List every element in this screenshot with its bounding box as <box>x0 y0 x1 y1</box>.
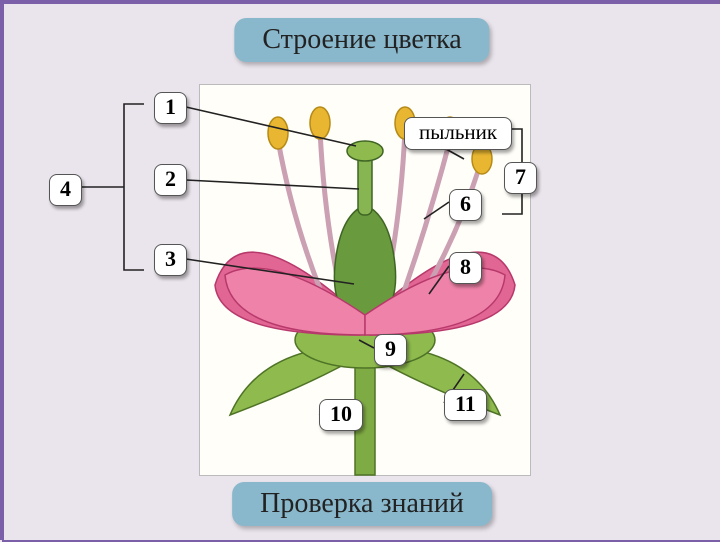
footer-box[interactable]: Проверка знаний <box>232 482 492 526</box>
footer-text: Проверка знаний <box>260 488 464 519</box>
label-4[interactable]: 4 <box>49 174 82 206</box>
label-11[interactable]: 11 <box>444 389 487 421</box>
label-7[interactable]: 7 <box>504 162 537 194</box>
label-anther[interactable]: пыльник <box>404 117 512 150</box>
label-6[interactable]: 6 <box>449 189 482 221</box>
label-9[interactable]: 9 <box>374 334 407 366</box>
label-1[interactable]: 1 <box>154 92 187 124</box>
label-10[interactable]: 10 <box>319 399 363 431</box>
title-box: Строение цветка <box>234 18 489 62</box>
title-text: Строение цветка <box>262 24 461 55</box>
slide-canvas: Строение цветка <box>4 4 720 540</box>
label-3[interactable]: 3 <box>154 244 187 276</box>
label-8[interactable]: 8 <box>449 252 482 284</box>
label-2[interactable]: 2 <box>154 164 187 196</box>
